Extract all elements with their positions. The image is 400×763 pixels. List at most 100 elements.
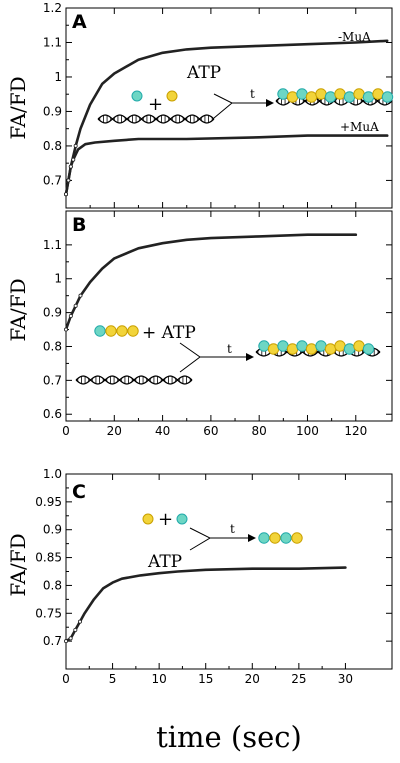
x-tick-label: 25 — [291, 672, 306, 686]
subunit-circle — [286, 343, 299, 355]
arrow-c-head — [248, 534, 256, 542]
panel-c-frame — [65, 473, 393, 670]
y-tick-label: 0.9 — [43, 104, 62, 118]
filament-b — [258, 340, 375, 355]
dna-strand — [97, 114, 215, 124]
data-point — [71, 157, 76, 162]
subunit-circle — [258, 340, 270, 352]
x-tick-label: 10 — [152, 672, 167, 686]
data-point — [68, 313, 73, 318]
subunit-circle — [353, 340, 365, 352]
panel-a-frame — [65, 7, 393, 209]
y-tick-label: 0.7 — [43, 634, 62, 648]
x-tick-label: 5 — [109, 672, 117, 686]
subunit-circle — [258, 532, 270, 544]
schematic-c-atp: ATP — [147, 552, 182, 572]
subunit-circle — [94, 325, 106, 337]
data-point — [73, 143, 78, 148]
data-point — [68, 164, 73, 169]
fork-a — [213, 93, 233, 119]
subunit-circle — [105, 325, 117, 337]
y-tick-label: 0.9 — [43, 523, 62, 537]
fork-c — [189, 527, 212, 551]
series-line-mua — [64, 134, 389, 196]
data-point — [64, 639, 69, 644]
subunit-circle — [353, 88, 365, 100]
x-tick-label: 0 — [62, 424, 70, 438]
panel-a-letter: A — [72, 11, 87, 33]
panel-c: C 0 5 10 15 20 25 30 0.7 0.75 0.8 0.85 0.9 0.95 1.0 +… — [35, 467, 393, 686]
schematic-a-t: t — [250, 87, 255, 101]
subunit-circle — [127, 325, 139, 337]
x-tick-label: 60 — [203, 424, 218, 438]
x-tick-label: 80 — [252, 424, 267, 438]
panel-c-ticks: 0 5 10 15 20 25 30 0.7 0.75 0.8 0.85 0.9 0.95 1.0 — [35, 467, 392, 686]
subunit-circle — [343, 91, 356, 103]
annotation-plus-mua: +MuA — [340, 120, 379, 134]
data-point — [64, 192, 69, 197]
series-line-1 — [64, 566, 347, 643]
subunit-circle — [296, 88, 308, 100]
subunit-circle — [277, 340, 289, 352]
y-tick-label: 0.95 — [35, 495, 62, 509]
data-point — [66, 178, 71, 183]
dna-strand — [75, 375, 193, 385]
subunit-circle — [269, 532, 281, 544]
panel-b: B 0 20 40 60 80 100 120 0.6 0.7 0.8 0.9 1 1.1 + ATP … — [43, 210, 393, 438]
panel-a: A 0.7 0.8 0.9 1 1.1 1.2 -MuA +MuA + ATP t — [43, 1, 394, 209]
fork-b — [179, 342, 201, 373]
panel-b-curves — [64, 233, 358, 332]
subunit-circle — [343, 343, 356, 355]
y-tick-label: 0.7 — [43, 373, 62, 387]
y-tick-label: 1.0 — [43, 467, 62, 481]
subunit-circle — [277, 88, 289, 100]
y-tick-label: 1.1 — [43, 238, 62, 252]
schematic-b: + ATP t — [75, 323, 381, 385]
x-tick-label: 40 — [155, 424, 170, 438]
subunit-circle — [334, 88, 346, 100]
panel-a-ticks: 0.7 0.8 0.9 1 1.1 1.2 — [43, 1, 392, 208]
schematic-a-atp: ATP — [186, 63, 221, 83]
x-tick-label: 30 — [338, 672, 353, 686]
y-tick-label: 1.1 — [43, 35, 62, 49]
y-axis-label-a: FA/FD — [6, 76, 30, 139]
y-tick-label: 0.75 — [35, 606, 62, 620]
x-axis-label: time (sec) — [156, 720, 302, 754]
panel-c-curves — [64, 566, 347, 644]
y-axis-label-c: FA/FD — [6, 533, 30, 596]
panel-b-frame — [65, 210, 393, 422]
x-tick-label: 120 — [344, 424, 367, 438]
x-tick-label: 100 — [296, 424, 319, 438]
schematic-b-t: t — [227, 342, 232, 356]
schematic-a: + ATP t — [97, 63, 394, 124]
y-tick-label: 1.2 — [43, 1, 62, 15]
subunit-circle — [286, 91, 299, 103]
subunit-circle — [334, 340, 346, 352]
y-tick-label: 0.6 — [43, 407, 62, 421]
dna-a-left — [97, 114, 215, 124]
data-point — [77, 619, 82, 624]
schematic-c: + t ATP — [142, 509, 303, 572]
subunit-circle — [324, 91, 337, 103]
annotation-minus-mua: -MuA — [338, 30, 371, 44]
y-tick-label: 0.8 — [43, 339, 62, 353]
cyan-subunit — [176, 513, 188, 525]
dna-b-left — [75, 375, 193, 385]
data-point — [73, 303, 78, 308]
arrow-b-head — [246, 353, 254, 361]
schematic-c-plus: + — [158, 509, 173, 530]
x-tick-label: 20 — [107, 424, 122, 438]
series-line-1 — [64, 233, 358, 331]
panel-b-letter: B — [72, 214, 86, 236]
series-line-mua — [64, 39, 389, 196]
subunit-circle — [116, 325, 128, 337]
yellow-subunit — [166, 90, 178, 102]
subunit-circle — [291, 532, 303, 544]
data-point — [64, 327, 69, 332]
x-tick-label: 20 — [245, 672, 260, 686]
filament-a — [277, 88, 394, 103]
oligomer-b — [94, 325, 139, 337]
y-tick-label: 0.85 — [35, 551, 62, 565]
panel-b-ticks: 0 20 40 60 80 100 120 0.6 0.7 0.8 0.9 1 1.1 — [43, 211, 392, 438]
